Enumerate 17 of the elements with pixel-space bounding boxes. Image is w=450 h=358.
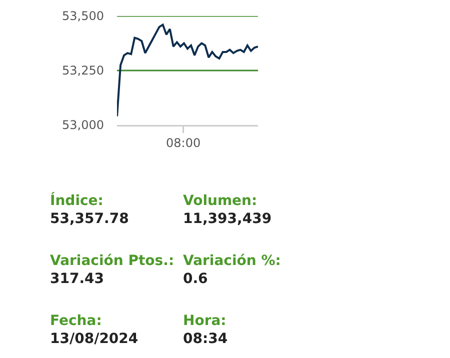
text: Variación %: <box>183 253 281 269</box>
text: 317.43 <box>50 271 104 287</box>
y-tick-label: 53,250 <box>62 64 104 78</box>
y-tick-label: 53,500 <box>62 9 104 24</box>
text: 0.6 <box>183 271 208 287</box>
text: Hora: <box>183 313 226 329</box>
line-series <box>117 24 258 118</box>
text: 53,357.78 <box>50 211 129 227</box>
text: 11,393,439 <box>183 211 272 227</box>
text: 08:34 <box>183 331 228 347</box>
text: Volumen: <box>183 193 258 209</box>
text: Fecha: <box>50 313 102 329</box>
y-tick-label: 53,000 <box>62 118 104 132</box>
text: 08:00 <box>166 136 201 150</box>
text: Índice: <box>50 193 104 209</box>
text: 13/08/2024 <box>50 331 138 347</box>
text: Variación Ptos.: <box>50 253 174 269</box>
